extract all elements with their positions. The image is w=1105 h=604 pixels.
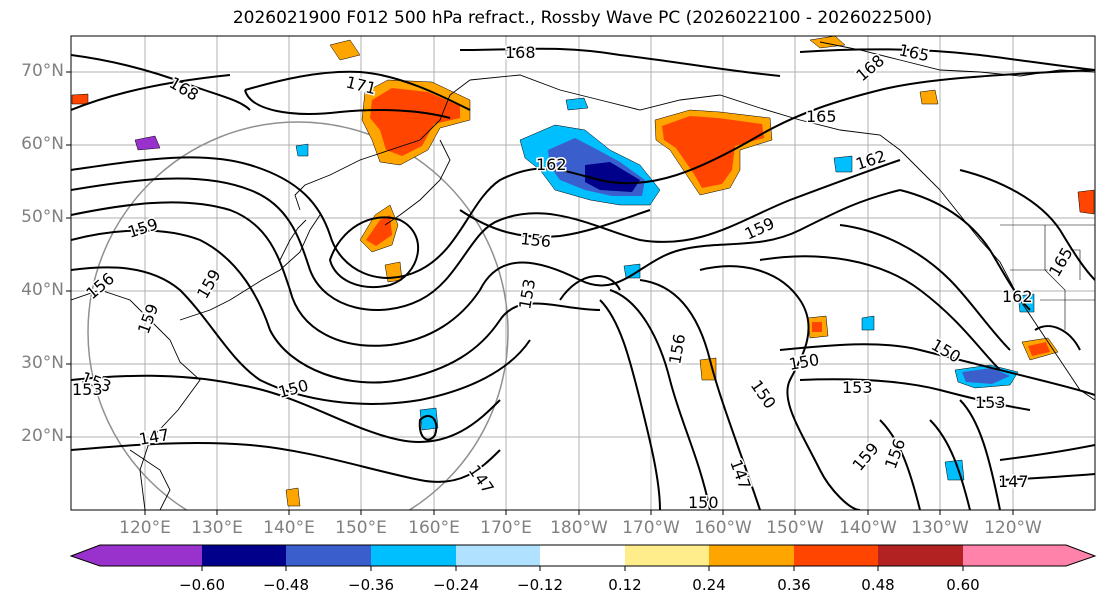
contour-label: 156	[665, 332, 689, 365]
contour-label: 153	[515, 277, 539, 310]
lon-label: 160°E	[408, 518, 460, 538]
lon-label: 120°W	[984, 518, 1042, 538]
lon-label: 180°W	[550, 518, 608, 538]
lon-label: 160°W	[694, 518, 752, 538]
colorbar-tick-label: 0.36	[777, 576, 811, 594]
lon-label: 130°E	[191, 518, 243, 538]
contour-label: 153	[975, 393, 1006, 412]
contour-label: 159	[134, 301, 162, 336]
lat-label: 70°N	[21, 61, 64, 81]
contour-label: 156	[82, 269, 118, 303]
lon-label: 150°E	[335, 518, 387, 538]
colorbar-tick-label: −0.24	[433, 576, 479, 594]
contour-label: 165	[806, 107, 837, 126]
map-frame	[70, 35, 1096, 511]
contour-label: 153	[842, 378, 873, 397]
contour-label: 156	[520, 229, 552, 251]
lat-label: 60°N	[21, 134, 64, 154]
contour-label: 168	[505, 43, 536, 62]
lat-label: 20°N	[21, 426, 64, 446]
colorbar-tick-label: 0.60	[946, 576, 980, 594]
colorbar-tick-label: 0.24	[692, 576, 726, 594]
contour-label: 150	[688, 493, 719, 512]
lat-label: 30°N	[21, 353, 64, 373]
borders	[1000, 224, 1095, 330]
contour-label: 150	[928, 335, 964, 367]
lon-label: 150°W	[766, 518, 824, 538]
lon-label: 140°W	[839, 518, 897, 538]
contour-label: 159	[849, 439, 883, 475]
colorbar-tick-label: −0.36	[348, 576, 394, 594]
lon-label: 140°E	[263, 518, 315, 538]
lat-label: 40°N	[21, 280, 64, 300]
height-contours	[71, 47, 1095, 510]
colorbar-tick-label: −0.12	[517, 576, 563, 594]
contour-label: 147	[137, 425, 170, 449]
contour-label: 171	[344, 72, 378, 98]
map-title: 2026021900 F012 500 hPa refract., Rossby…	[232, 8, 933, 28]
contour-label: 150	[276, 376, 310, 402]
contour-label: 162	[536, 155, 567, 174]
gridlines	[71, 36, 1095, 510]
contour-label: 150	[747, 376, 780, 412]
contour-label: 156	[881, 436, 909, 471]
lon-label: 120°E	[119, 518, 171, 538]
colorbar-tick-label: −0.60	[179, 576, 225, 594]
contour-label: 150	[787, 350, 820, 374]
coastlines	[71, 41, 1095, 510]
contour-label: 147	[465, 461, 498, 497]
highlight-circle	[87, 121, 509, 510]
contour-label: 147	[998, 472, 1029, 491]
lon-label: 170°E	[480, 518, 532, 538]
contour-label: 159	[193, 266, 225, 302]
lon-label: 130°W	[911, 518, 969, 538]
lon-label: 170°W	[622, 518, 680, 538]
contour-label: 162	[853, 146, 888, 174]
contour-label: 147	[726, 457, 754, 492]
contour-label: 162	[1002, 287, 1033, 306]
colorbar-tick-label: 0.12	[608, 576, 642, 594]
contour-label: 165	[897, 40, 931, 65]
contour-label: 153	[72, 380, 103, 399]
lat-label: 50°N	[21, 207, 64, 227]
colorbar-tick-label: 0.48	[861, 576, 895, 594]
anomaly-shading	[71, 36, 1095, 507]
colorbar-tick-label: −0.48	[263, 576, 309, 594]
